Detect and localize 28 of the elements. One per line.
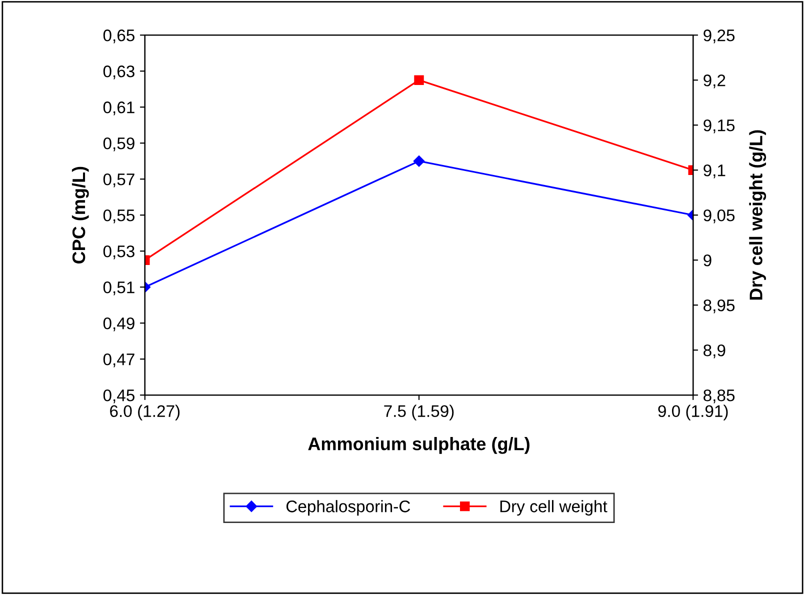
y-tick-label: 0,55 bbox=[103, 209, 134, 224]
y-tick-label: 0,57 bbox=[103, 173, 134, 188]
y-tick-label: 0,49 bbox=[103, 317, 134, 332]
y2-tick-label: 8,95 bbox=[704, 299, 735, 314]
legend-label: Dry cell weight bbox=[500, 500, 608, 516]
y2-tick-label: 8,9 bbox=[704, 344, 726, 358]
y-tick-label: 0,63 bbox=[103, 66, 134, 80]
y-tick-label: 0,45 bbox=[103, 389, 134, 404]
x-tick-label: 6.0 (1.27) bbox=[110, 404, 180, 420]
x-axis-title: Ammonium sulphate (g/L) bbox=[308, 437, 530, 454]
y2-tick-label: 9,05 bbox=[704, 209, 735, 224]
y-tick-label: 0,61 bbox=[103, 102, 134, 116]
y-tick-label: 0,53 bbox=[103, 245, 134, 260]
y2-axis-title: Dry cell weight (g/L) bbox=[749, 130, 766, 300]
legend-label: Cephalosporin-C bbox=[286, 500, 410, 516]
y-axis-title: CPC (mg/L) bbox=[72, 166, 89, 264]
y2-tick-label: 9,15 bbox=[704, 120, 735, 134]
y2-tick-label: 9,1 bbox=[704, 164, 726, 178]
y-tick-label: 0,65 bbox=[103, 30, 134, 44]
y2-tick-label: 9,25 bbox=[704, 30, 735, 44]
y2-tick-label: 9 bbox=[704, 254, 712, 266]
y-tick-label: 0,47 bbox=[103, 353, 134, 368]
y2-tick-label: 9,2 bbox=[704, 74, 726, 88]
y-tick-label: 0,59 bbox=[103, 138, 134, 152]
x-tick-label: 9.0 (1.91) bbox=[658, 404, 728, 420]
y2-tick-label: 8,85 bbox=[704, 389, 735, 404]
y-tick-label: 0,51 bbox=[103, 281, 134, 296]
x-tick-label: 7.5 (1.59) bbox=[384, 404, 454, 420]
